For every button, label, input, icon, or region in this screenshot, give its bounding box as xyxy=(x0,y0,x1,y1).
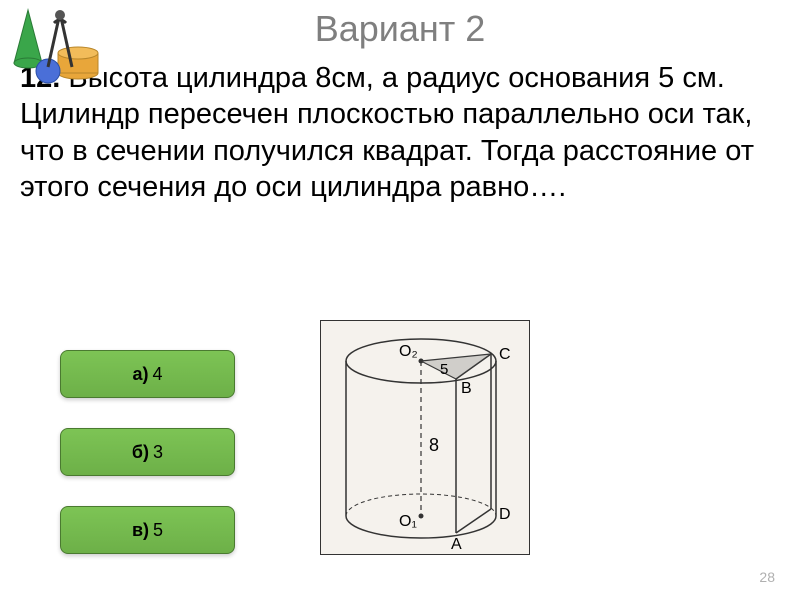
answer-option-b[interactable]: б) 3 xyxy=(60,428,235,476)
page-number: 28 xyxy=(759,569,775,585)
answer-value: 5 xyxy=(153,520,163,541)
label-height: 8 xyxy=(429,435,439,455)
label-D: D xyxy=(499,506,511,523)
label-radius: 5 xyxy=(440,361,448,378)
answer-label: а) xyxy=(132,364,148,385)
label-C: C xyxy=(499,346,511,363)
corner-geometry-icon xyxy=(10,5,105,85)
label-O1: O₁ xyxy=(399,513,417,530)
answer-value: 3 xyxy=(153,442,163,463)
answer-option-a[interactable]: а) 4 xyxy=(60,350,235,398)
answer-option-c[interactable]: в) 5 xyxy=(60,506,235,554)
question-body: Высота цилиндра 8см, а радиус основания … xyxy=(20,62,754,203)
page-title: Вариант 2 xyxy=(0,0,800,50)
question-text: 12. Высота цилиндра 8см, а радиус основа… xyxy=(0,50,800,205)
label-O2: O₂ xyxy=(399,343,418,360)
answer-label: б) xyxy=(132,442,149,463)
cylinder-diagram: O₂ O₁ C B D A 8 5 xyxy=(320,320,530,555)
answers-group: а) 4 б) 3 в) 5 xyxy=(60,350,235,554)
label-A: A xyxy=(451,536,462,553)
answer-label: в) xyxy=(132,520,149,541)
answer-value: 4 xyxy=(153,364,163,385)
label-B: B xyxy=(461,380,472,397)
